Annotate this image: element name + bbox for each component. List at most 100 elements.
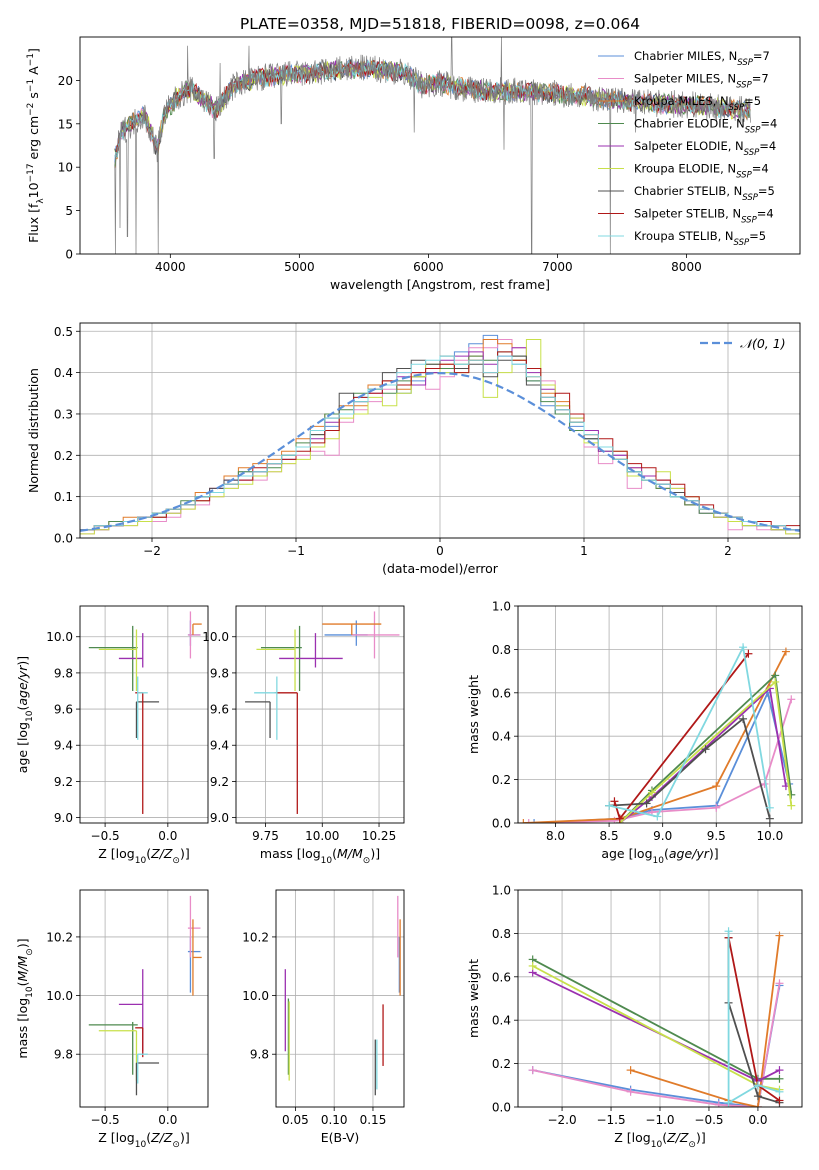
y-tick-label: 0.4	[54, 366, 73, 380]
axes-frame	[235, 605, 405, 824]
plot-mass-vs-Z: −0.5 0.0 9.8 10.0 10.2 Z [log10(Z/Z⊙)] mass [l…	[15, 889, 209, 1150]
weight-line	[528, 699, 793, 823]
x-tick-label: 10.0	[756, 829, 783, 843]
x-tick-label: 1	[580, 544, 588, 558]
plot-weight-vs-Z: −2.0 −1.5 −1.0 −0.5 0.0 0.0 0.2 0.4 0.6 0.8 1.0 Z […	[466, 884, 803, 1150]
axes-frame	[79, 605, 209, 824]
x-tick-label: 8000	[671, 260, 702, 274]
legend-label: Salpeter ELODIE, NSSP=4	[634, 139, 776, 158]
y-tick-label: 1.0	[492, 600, 511, 614]
y-tick-label: 10.0	[242, 989, 269, 1003]
y-tick-label: 0.4	[492, 730, 511, 744]
legend-label: Kroupa ELODIE, NSSP=4	[634, 162, 769, 181]
weight-line	[619, 686, 787, 823]
y-tick-label: 0.8	[492, 927, 511, 941]
observed-spectrum-line	[114, 37, 752, 254]
x-axis-label: age [log10(age/yr)]	[601, 846, 718, 866]
y-tick-label: 9.2	[54, 775, 73, 789]
x-tick-label: 0.15	[360, 1113, 387, 1127]
weight-line	[619, 680, 793, 823]
y-tick-label: 9.0	[210, 811, 229, 825]
y-tick-label: 0.8	[492, 643, 511, 657]
weight-line	[532, 958, 780, 1080]
y-tick-label: 0.3	[54, 407, 73, 421]
x-tick-label: 5000	[284, 260, 315, 274]
x-axis-label: wavelength [Angstrom, rest frame]	[330, 277, 550, 292]
x-tick-label: 4000	[155, 260, 186, 274]
x-tick-label: −1	[287, 544, 305, 558]
y-tick-label: 9.2	[210, 775, 229, 789]
y-tick-label: 9.0	[54, 811, 73, 825]
y-tick-label: 10.0	[46, 630, 73, 644]
axes-frame	[79, 889, 209, 1108]
x-tick-label: −2.0	[547, 1113, 576, 1127]
y-tick-label: 0.2	[492, 1057, 511, 1071]
y-tick-label: 0.4	[492, 1014, 511, 1028]
axes-frame	[79, 36, 801, 255]
x-tick-label: −0.5	[91, 829, 120, 843]
weight-lines	[528, 927, 784, 1107]
y-tick-label: 10.0	[46, 989, 73, 1003]
x-tick-label: −0.5	[694, 1113, 723, 1127]
y-tick-label: 20	[58, 74, 73, 88]
y-tick-label: 1.0	[492, 884, 511, 898]
weight-line	[523, 651, 787, 823]
y-tick-label: 0.0	[54, 532, 73, 546]
y-tick-label: 10.2	[46, 930, 73, 944]
x-tick-label: −1.5	[596, 1113, 625, 1127]
axes-frame	[517, 605, 803, 824]
y-tick-label: 9.8	[54, 1048, 73, 1062]
y-tick-label: 9.4	[54, 739, 73, 753]
axes-frame	[517, 889, 803, 1108]
x-tick-label: 2	[724, 544, 732, 558]
errorbars	[284, 895, 401, 1096]
legend-label: Kroupa STELIB, NSSP=5	[634, 229, 766, 248]
y-axis-label: mass [log10(M/M⊙)]	[15, 938, 35, 1058]
y-tick-label: 0.2	[492, 773, 511, 787]
weight-line	[608, 644, 771, 818]
y-tick-label: 15	[58, 117, 73, 131]
y-axis-label: mass weight	[466, 959, 481, 1038]
weight-line	[532, 971, 780, 1083]
errorbars	[245, 611, 400, 814]
x-axis-label: Z [log10(Z/Z⊙)]	[614, 1130, 705, 1150]
weight-line	[609, 717, 771, 819]
x-tick-label: 10.25	[362, 829, 396, 843]
y-tick-label: 0	[65, 248, 73, 262]
x-tick-label: 0.05	[282, 1113, 309, 1127]
y-tick-label: 0.5	[54, 325, 73, 339]
figure-title: PLATE=0358, MJD=51818, FIBERID=0098, z=0…	[240, 15, 640, 33]
y-tick-label: 9.4	[210, 739, 229, 753]
x-tick-label: −0.5	[91, 1113, 120, 1127]
y-tick-label: 0.0	[492, 1101, 511, 1115]
x-tick-label: 9.5	[707, 829, 726, 843]
x-tick-label: 10.00	[305, 829, 339, 843]
y-tick-label: 5	[65, 204, 73, 218]
weight-line	[534, 690, 790, 823]
legend-label: Chabrier MILES, NSSP=7	[634, 49, 770, 68]
errorbars	[88, 895, 202, 1096]
y-tick-label: 0.6	[492, 970, 511, 984]
x-tick-label: 7000	[542, 260, 573, 274]
plot-mass-vs-ebv: 0.05 0.10 0.15 9.8 10.0 10.2 E(B-V)	[242, 889, 405, 1145]
x-tick-label: 9.75	[252, 829, 279, 843]
y-tick-label: 9.8	[54, 666, 73, 680]
legend-label: Salpeter STELIB, NSSP=4	[634, 207, 774, 226]
x-tick-label: 8.5	[600, 829, 619, 843]
plot-weight-vs-age: 8.0 8.5 9.0 9.5 10.0 0.0 0.2 0.4 0.6 0.8 1.0 age [l…	[466, 600, 803, 866]
plot-age-vs-Z: −0.5 0.0 9.0 9.2 9.4 9.6 9.8 10.0 Z [log10(Z/Z⊙)…	[15, 605, 209, 866]
x-axis-label: E(B-V)	[321, 1130, 360, 1145]
plot-age-vs-mass: 9.75 10.00 10.25 9.0 9.2 9.4 9.6 9.8 10.0 mass [l…	[202, 605, 405, 866]
y-tick-label: 10.2	[242, 930, 269, 944]
y-tick-label: 9.6	[54, 703, 73, 717]
y-tick-label: 0.2	[54, 449, 73, 463]
y-tick-label: 0.6	[492, 686, 511, 700]
x-tick-label: 0.10	[321, 1113, 348, 1127]
y-tick-label: 9.6	[210, 703, 229, 717]
errorbars	[88, 611, 202, 814]
x-tick-label: 8.0	[546, 829, 565, 843]
x-tick-label: 9.0	[653, 829, 672, 843]
y-axis-label: Normed distribution	[26, 368, 41, 493]
x-axis-label: mass [log10(M/M⊙)]	[260, 846, 380, 866]
